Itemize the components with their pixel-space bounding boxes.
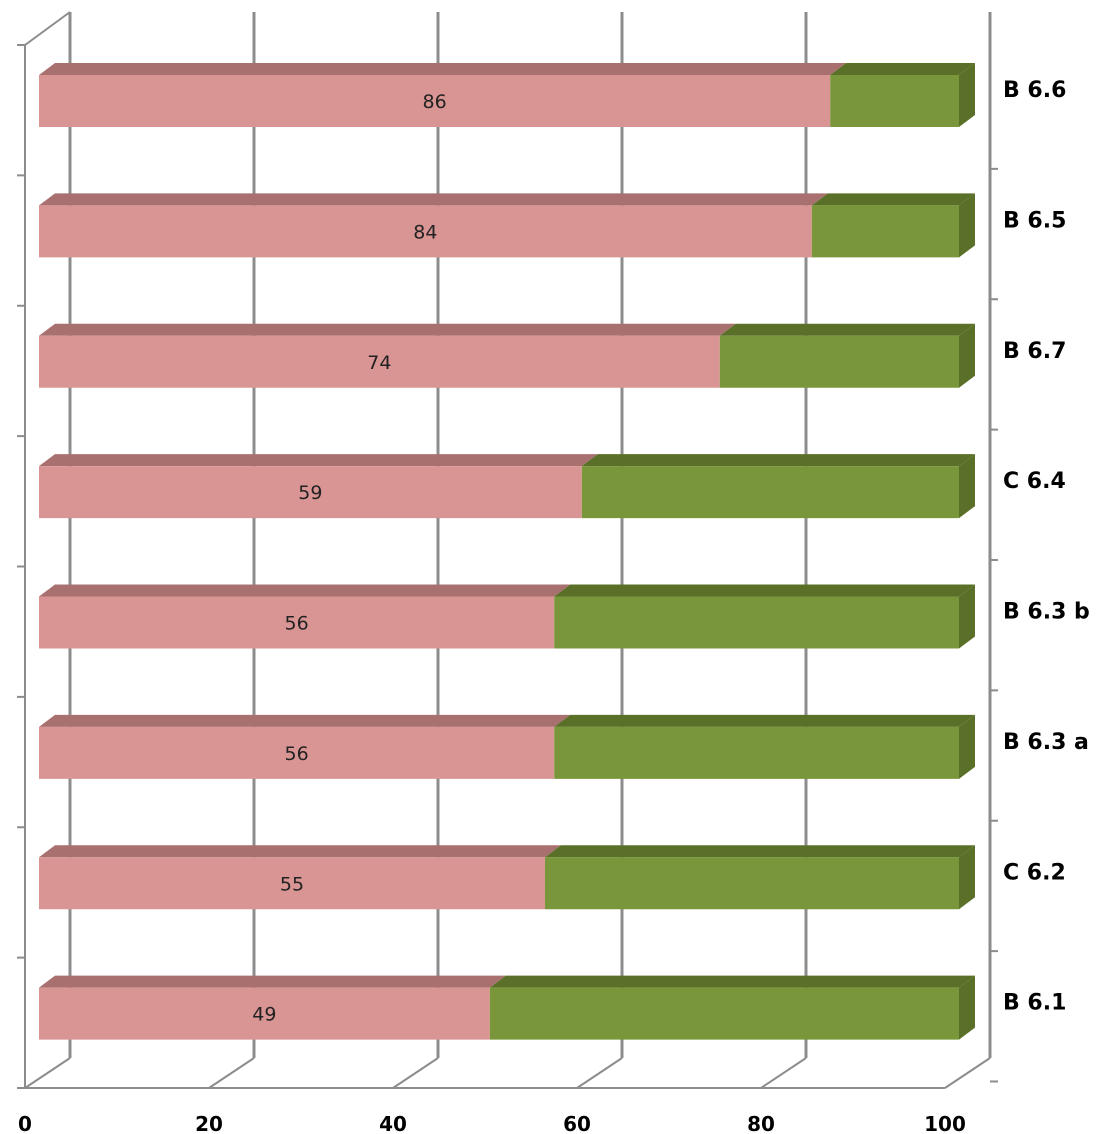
bar-top bbox=[545, 845, 975, 858]
bar-segment bbox=[39, 205, 812, 258]
category-label: B 6.3 b bbox=[1003, 600, 1090, 625]
bar-top bbox=[811, 193, 975, 206]
category-label: B 6.1 bbox=[1003, 991, 1066, 1016]
x-tick-label: 40 bbox=[379, 1112, 407, 1134]
bar-side bbox=[959, 714, 975, 779]
x-tick-label: 20 bbox=[195, 1112, 223, 1134]
bar-top bbox=[39, 714, 571, 727]
x-tick-label: 60 bbox=[563, 1112, 591, 1134]
bar-segment bbox=[39, 466, 582, 519]
left-wall-top bbox=[24, 11, 71, 46]
bar-segment bbox=[554, 596, 959, 649]
bar-top bbox=[554, 584, 975, 597]
x-tick-label: 0 bbox=[18, 1112, 32, 1134]
floor-gridline bbox=[944, 1057, 991, 1089]
bars bbox=[39, 63, 975, 1040]
floor-gridline bbox=[576, 1057, 623, 1089]
bar-side bbox=[959, 584, 975, 649]
bar-top bbox=[39, 193, 828, 206]
bar-side bbox=[959, 845, 975, 910]
data-label: 74 bbox=[367, 352, 391, 374]
floor-gridline bbox=[392, 1057, 439, 1089]
bar-side bbox=[959, 454, 975, 519]
labels: 0 20 40 60 80 100 49 B 6.1 55 C 6.2 56 B 6.3 a 56 B 6… bbox=[18, 78, 1090, 1134]
x-tick-label: 80 bbox=[747, 1112, 775, 1134]
floor-gridline bbox=[208, 1057, 255, 1089]
bar-segment bbox=[830, 75, 959, 127]
bar-top bbox=[39, 975, 506, 988]
grid bbox=[17, 11, 998, 1089]
data-label: 49 bbox=[252, 1004, 276, 1026]
data-label: 59 bbox=[298, 482, 322, 504]
bar-side bbox=[959, 323, 975, 388]
bar-top bbox=[489, 975, 975, 988]
bar-segment bbox=[39, 857, 545, 910]
data-label: 86 bbox=[423, 91, 447, 113]
bar-top bbox=[39, 63, 847, 75]
category-label: B 6.6 bbox=[1003, 78, 1066, 103]
category-label: B 6.3 a bbox=[1003, 730, 1089, 755]
bar-top bbox=[39, 845, 561, 858]
bar-segment bbox=[39, 75, 831, 127]
bar-top bbox=[830, 63, 975, 75]
bar-top bbox=[581, 454, 975, 467]
data-label: 55 bbox=[280, 873, 304, 895]
x-tick-label: 100 bbox=[924, 1112, 966, 1134]
bar-side bbox=[959, 63, 975, 127]
bar-segment bbox=[39, 335, 720, 388]
category-label: C 6.4 bbox=[1003, 469, 1066, 494]
bar-side bbox=[959, 975, 975, 1040]
bar-segment bbox=[719, 335, 959, 388]
data-label: 84 bbox=[413, 221, 437, 243]
bar-top bbox=[39, 584, 571, 597]
floor-gridline bbox=[760, 1057, 807, 1089]
bar-segment bbox=[489, 987, 959, 1040]
bar-top bbox=[39, 323, 736, 336]
bar-segment bbox=[581, 466, 959, 519]
bar-segment bbox=[39, 987, 490, 1040]
bar-side bbox=[959, 193, 975, 258]
category-label: C 6.2 bbox=[1003, 860, 1066, 885]
category-label: B 6.5 bbox=[1003, 208, 1066, 233]
bar-segment bbox=[811, 205, 959, 258]
bar-top bbox=[554, 714, 975, 727]
bar-segment bbox=[545, 857, 959, 910]
data-label: 56 bbox=[285, 613, 309, 635]
bar-segment bbox=[554, 726, 959, 779]
bar-segment bbox=[39, 596, 555, 649]
bar-segment bbox=[39, 726, 555, 779]
category-label: B 6.7 bbox=[1003, 339, 1066, 364]
bar-top bbox=[39, 454, 598, 467]
data-label: 56 bbox=[285, 743, 309, 765]
floor-gridline bbox=[24, 1057, 71, 1089]
bar-top bbox=[719, 323, 975, 336]
